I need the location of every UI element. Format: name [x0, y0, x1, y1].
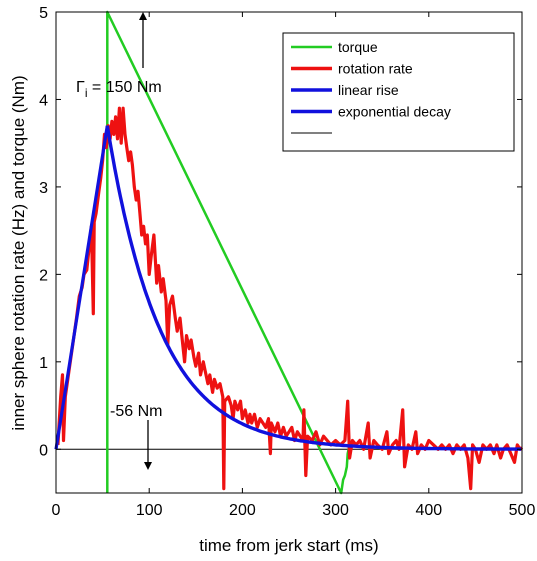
y-tick-label: 2 — [39, 267, 48, 284]
annotation-arrowhead-down — [144, 462, 152, 470]
annotation-gamma-subscript: i — [85, 86, 88, 100]
legend-items: torque rotation rate linear rise exponentia… — [291, 39, 451, 134]
legend-label: torque — [338, 39, 378, 55]
ticks-layer: 0 100 200 300 400 500 0 1 2 3 4 5 — [39, 5, 535, 519]
y-tick-label: 5 — [39, 5, 48, 22]
annotation-gamma-value: = 150 Nm — [87, 79, 161, 96]
legend-label: linear rise — [338, 82, 399, 98]
x-tick-label: 400 — [415, 502, 442, 519]
annotation-negative-torque: -56 Nm — [110, 403, 162, 420]
x-tick-label: 200 — [229, 502, 256, 519]
x-tick-label: 500 — [509, 502, 536, 519]
y-tick-label: 3 — [39, 180, 48, 197]
annotation-gamma: Γi = 150 Nm — [76, 79, 162, 100]
axes-box — [55, 11, 523, 494]
series-layer — [54, 10, 524, 495]
series-linear-rise — [54, 125, 109, 450]
y-tick-label: 0 — [39, 442, 48, 459]
x-axis-label: time from jerk start (ms) — [199, 536, 378, 555]
annotation-arrowhead-up — [139, 12, 147, 20]
legend-label: rotation rate — [338, 61, 413, 77]
y-tick-label: 4 — [39, 92, 48, 109]
y-tick-label: 1 — [39, 355, 48, 372]
x-tick-label: 100 — [136, 502, 163, 519]
y-axis-label: inner sphere rotation rate (Hz) and torq… — [9, 75, 28, 430]
legend-box — [282, 32, 515, 152]
series-exponential-decay — [105, 125, 522, 451]
legend-label: exponential decay — [338, 104, 451, 120]
x-tick-label: 0 — [52, 502, 61, 519]
x-tick-label: 300 — [322, 502, 349, 519]
annotation-gamma-symbol: Γ — [76, 79, 85, 96]
legend: torque rotation rate linear rise exponentia… — [282, 32, 515, 152]
